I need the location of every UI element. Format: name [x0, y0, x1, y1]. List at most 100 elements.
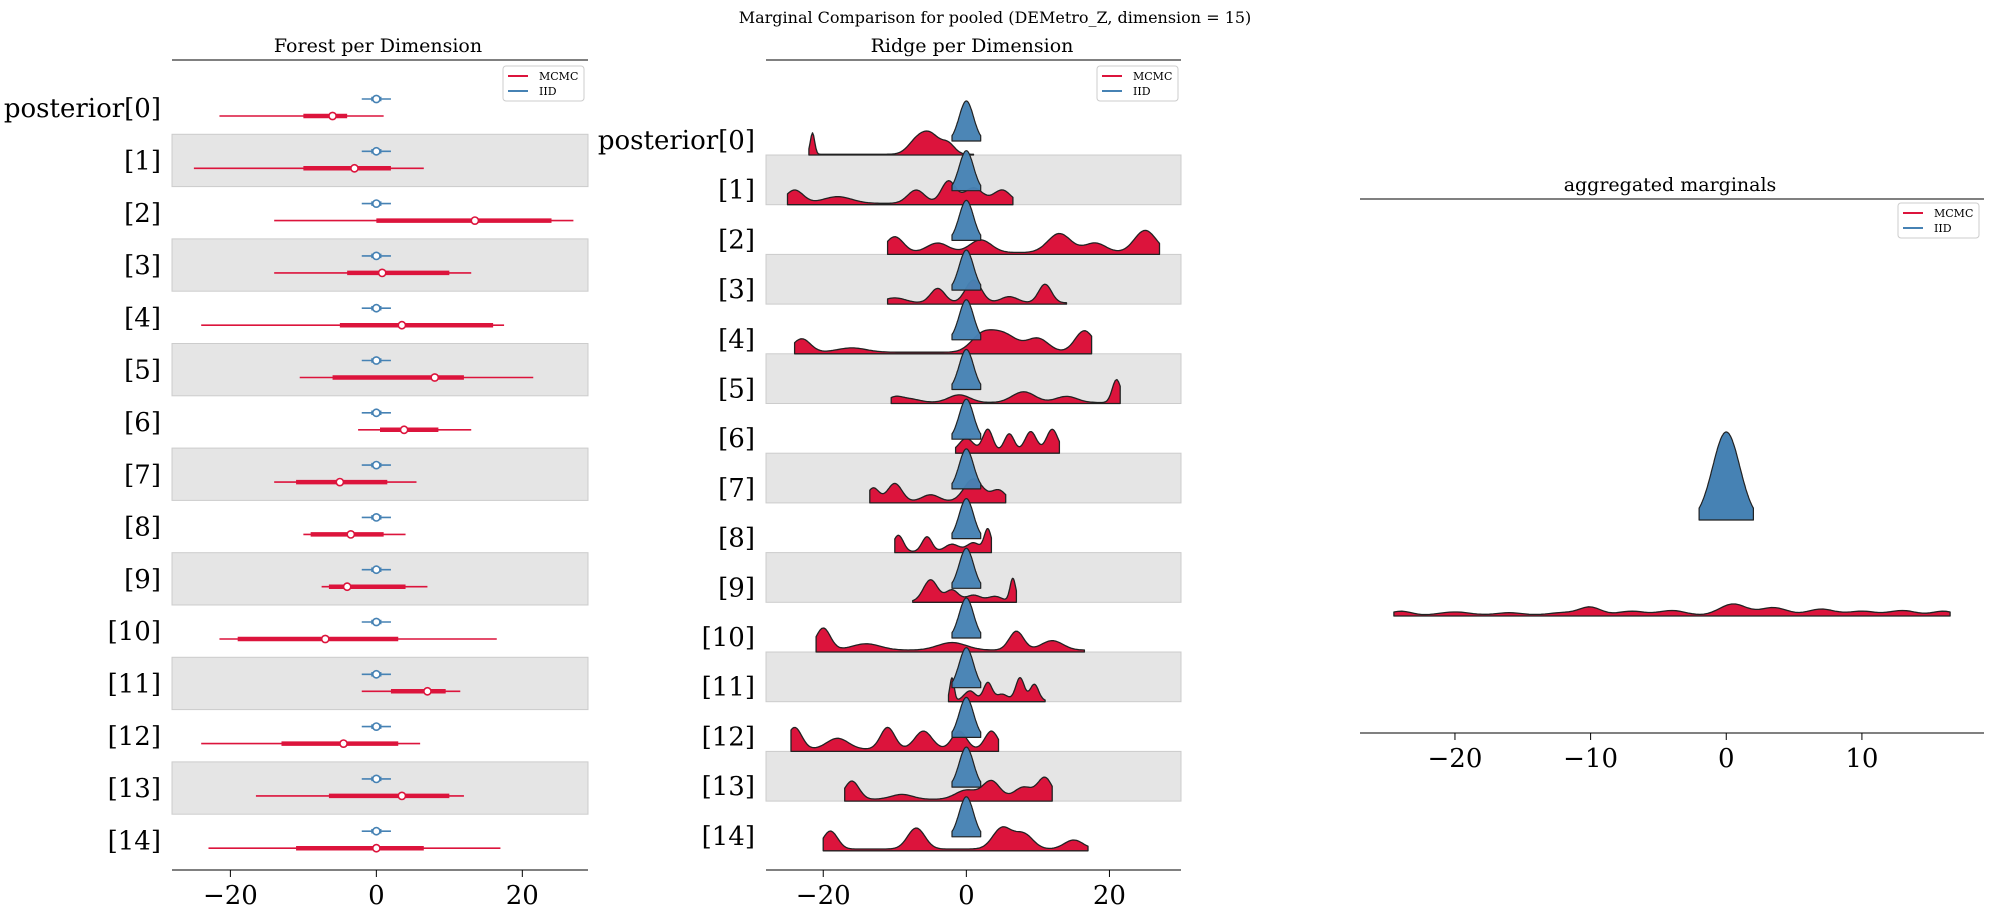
- ridge-legend-mcmc-label: MCMC: [1133, 70, 1172, 83]
- row-label: [3]: [124, 251, 161, 281]
- row-label: [7]: [124, 460, 161, 490]
- mcmc-median-point: [470, 216, 480, 225]
- mcmc-median-point: [346, 530, 356, 539]
- forest-legend: MCMC IID: [502, 65, 585, 102]
- x-tick-label: 0: [1718, 744, 1735, 774]
- iid-density-ridge: [951, 597, 982, 639]
- ridge-legend-box: [1096, 65, 1179, 102]
- row-label: [4]: [718, 325, 755, 355]
- row-label: posterior[0]: [4, 94, 161, 124]
- forest-panel-title: Forest per Dimension: [274, 35, 482, 57]
- aggregated-legend-box: [1897, 202, 1980, 239]
- mcmc-median-point: [320, 634, 330, 644]
- iid-density-ridge: [951, 299, 982, 341]
- iid-density-ridge: [951, 348, 982, 391]
- row-label: [9]: [718, 573, 755, 603]
- row-label: [13]: [108, 774, 161, 804]
- row-label: posterior[0]: [598, 126, 755, 156]
- forest-legend-box: [502, 65, 585, 102]
- x-tick-label: 20: [506, 881, 539, 911]
- iid-median-point: [371, 513, 381, 522]
- aggregated-panel: aggregated marginals −20 −10 0 10 MCMC IID: [1360, 174, 1984, 774]
- forest-axes: −20 0 20: [172, 59, 588, 911]
- iid-density-ridge: [951, 746, 982, 788]
- iid-density-ridge: [951, 398, 982, 440]
- row-band: [171, 343, 589, 397]
- ridge-legend: MCMC IID: [1096, 65, 1179, 102]
- iid-median-point: [371, 826, 381, 836]
- iid-aggregated-density: [1698, 431, 1754, 521]
- x-tick-label: 0: [368, 881, 385, 911]
- mcmc-density-ridge: [815, 627, 1086, 653]
- row-label: [13]: [702, 772, 755, 802]
- mcmc-median-point: [339, 739, 348, 748]
- x-tick-label: −20: [1428, 744, 1483, 774]
- row-label: [2]: [124, 199, 161, 229]
- forest-interval-marks: [193, 94, 574, 853]
- mcmc-median-point: [399, 425, 409, 435]
- row-label: [3]: [718, 275, 755, 305]
- row-label: [6]: [718, 424, 755, 454]
- aggregated-legend: MCMC IID: [1897, 202, 1980, 239]
- mcmc-median-point: [371, 843, 381, 853]
- row-band: [171, 552, 589, 606]
- ridge-row-labels: posterior[0] [1] [2] [3] [4] [5] [6] [7] [8] [9] […: [598, 126, 755, 852]
- forest-legend-iid-label: IID: [539, 85, 557, 98]
- mcmc-median-point: [397, 320, 407, 330]
- iid-median-point: [371, 460, 381, 470]
- row-label: [8]: [124, 513, 161, 543]
- mcmc-median-point: [342, 582, 352, 592]
- ridge-axes: −20 0 20: [766, 59, 1181, 911]
- iid-density-ridge: [951, 696, 982, 738]
- mcmc-density-ridge: [822, 826, 1089, 852]
- forest-panel: Forest per Dimension posterior[0] [1] [2] […: [4, 35, 589, 911]
- x-tick-label: 10: [1845, 744, 1878, 774]
- row-label: [7]: [718, 474, 755, 504]
- row-label: [12]: [702, 722, 755, 752]
- aggregated-legend-iid-label: IID: [1934, 222, 1952, 235]
- x-tick-label: −10: [1563, 744, 1618, 774]
- mcmc-aggregated-density: [1393, 603, 1951, 617]
- mcmc-median-point: [423, 686, 432, 696]
- iid-density-ridge: [951, 547, 982, 589]
- iid-median-point: [371, 408, 381, 418]
- row-label: [5]: [124, 356, 161, 386]
- iid-median-point: [371, 774, 381, 784]
- iid-density-ridge: [951, 448, 982, 490]
- iid-median-point: [371, 565, 381, 575]
- row-band: [171, 656, 589, 711]
- x-tick-label: 20: [1093, 881, 1126, 911]
- mcmc-density-ridge: [886, 229, 1161, 256]
- aggregated-panel-title: aggregated marginals: [1564, 174, 1777, 196]
- iid-density-ridge: [951, 498, 982, 540]
- row-label: [11]: [702, 673, 755, 703]
- iid-median-point: [371, 356, 381, 365]
- mcmc-density-ridge: [808, 130, 975, 156]
- aggregated-axes: −20 −10 0 10: [1360, 198, 1984, 774]
- figure-suptitle: Marginal Comparison for pooled (DEMetro_…: [739, 8, 1252, 27]
- x-tick-label: 0: [958, 881, 975, 911]
- iid-median-point: [371, 199, 381, 208]
- row-band: [171, 133, 589, 188]
- iid-median-point: [371, 94, 381, 104]
- aggregated-density-marks: [1393, 431, 1951, 617]
- x-tick-label: −20: [796, 881, 851, 911]
- row-label: [5]: [718, 375, 755, 405]
- row-label: [2]: [718, 225, 755, 255]
- row-label: [11]: [108, 669, 161, 699]
- row-label: [14]: [108, 826, 161, 856]
- row-label: [6]: [124, 408, 161, 438]
- row-label: [10]: [702, 623, 755, 653]
- mcmc-median-point: [328, 111, 337, 121]
- mcmc-density-ridge: [793, 329, 1093, 355]
- ridge-panel-title: Ridge per Dimension: [871, 35, 1074, 57]
- iid-density-ridge: [951, 100, 982, 142]
- forest-row-labels: posterior[0] [1] [2] [3] [4] [5] [6] [7] [8] [9] […: [4, 94, 161, 856]
- iid-median-point: [371, 617, 381, 627]
- aggregated-legend-mcmc-label: MCMC: [1934, 207, 1973, 220]
- row-label: [1]: [124, 146, 161, 176]
- mcmc-median-point: [397, 791, 407, 801]
- mcmc-median-point: [430, 373, 440, 382]
- mcmc-median-point: [377, 268, 387, 278]
- iid-median-point: [371, 251, 381, 261]
